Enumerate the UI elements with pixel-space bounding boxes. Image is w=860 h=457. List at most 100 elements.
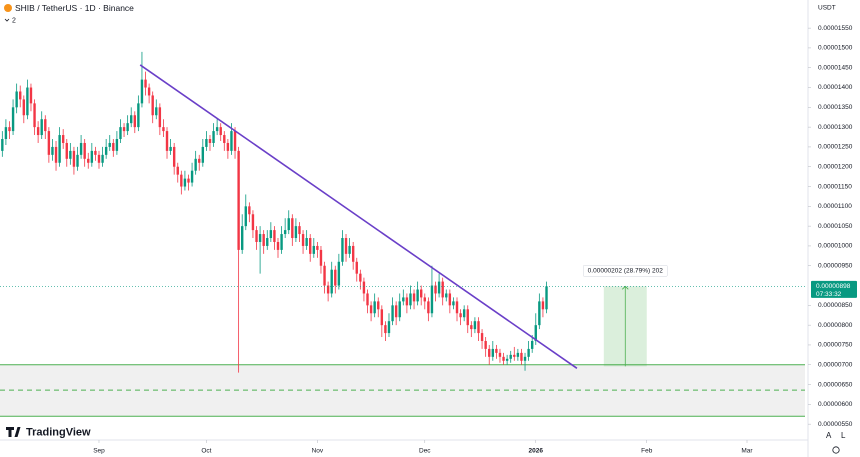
candle-body bbox=[115, 139, 119, 151]
measure-arrow-head bbox=[621, 285, 629, 290]
candle-body bbox=[516, 352, 520, 357]
candle-body bbox=[155, 107, 158, 116]
candle-body bbox=[520, 352, 523, 361]
candle-body bbox=[387, 321, 391, 334]
x-tick-label: 2026 bbox=[529, 448, 544, 455]
candle-body bbox=[541, 301, 545, 310]
candle-body bbox=[119, 127, 122, 140]
candle-body bbox=[412, 293, 416, 302]
candle-body bbox=[126, 123, 129, 132]
y-tick-label: 0.00001350 bbox=[818, 104, 853, 111]
symbol-title[interactable]: SHIB / TetherUS · 1D · Binance bbox=[15, 3, 134, 13]
candle-body bbox=[316, 245, 319, 250]
candle-body bbox=[380, 309, 384, 326]
y-tick-label: 0.00001550 bbox=[818, 25, 853, 32]
y-tick-label: 0.00000650 bbox=[818, 381, 853, 388]
candle-body bbox=[240, 226, 244, 250]
settings-button[interactable] bbox=[832, 446, 840, 454]
y-tick-label: 0.00000850 bbox=[818, 302, 853, 309]
last-price-tag bbox=[811, 280, 857, 298]
candle-body bbox=[434, 285, 437, 294]
candle-body bbox=[470, 325, 473, 330]
candle-body bbox=[251, 214, 255, 231]
candle-body bbox=[545, 286, 548, 310]
candle-body bbox=[248, 206, 251, 215]
y-tick-label: 0.00001500 bbox=[818, 45, 853, 52]
x-tick-label: Dec bbox=[419, 448, 431, 455]
candle-body bbox=[87, 158, 90, 163]
branding: TradingView bbox=[26, 426, 91, 438]
candle-body bbox=[527, 348, 530, 357]
indicator-count[interactable]: 2 bbox=[12, 17, 16, 24]
candle-body bbox=[266, 238, 269, 246]
currency-label[interactable]: USDT bbox=[818, 5, 836, 12]
y-tick-label: 0.00000750 bbox=[818, 342, 853, 349]
candle-body bbox=[309, 238, 312, 254]
candle-body bbox=[409, 293, 412, 306]
candle-body bbox=[423, 297, 426, 302]
candle-body bbox=[29, 87, 33, 104]
candle-body bbox=[180, 174, 183, 187]
candle-body bbox=[169, 146, 172, 151]
candle-body bbox=[441, 281, 444, 298]
candle-body bbox=[362, 281, 366, 294]
candle-body bbox=[144, 79, 147, 88]
indicator-toggle[interactable] bbox=[4, 18, 10, 22]
candle-body bbox=[122, 127, 126, 132]
x-tick-label: Oct bbox=[201, 448, 211, 455]
candle-body bbox=[4, 127, 8, 140]
candle-body bbox=[351, 245, 355, 262]
auto-scale-button[interactable]: A bbox=[826, 431, 832, 440]
candle-body bbox=[294, 226, 298, 239]
candle-body bbox=[108, 142, 111, 147]
candle-body bbox=[498, 352, 502, 357]
candle-body bbox=[276, 241, 280, 250]
y-tick-label: 0.00001400 bbox=[818, 84, 853, 91]
candle-body bbox=[437, 281, 441, 294]
candle-body bbox=[505, 358, 509, 361]
candle-body bbox=[391, 305, 394, 322]
y-tick-label: 0.00000950 bbox=[818, 262, 853, 269]
y-tick-label: 0.00001450 bbox=[818, 64, 853, 71]
log-scale-button[interactable]: L bbox=[841, 431, 846, 440]
candle-body bbox=[226, 142, 230, 151]
candle-body bbox=[502, 356, 505, 361]
y-tick-label: 0.00001100 bbox=[818, 203, 852, 210]
candle-body bbox=[287, 218, 290, 231]
candle-body bbox=[530, 340, 534, 349]
y-tick-label: 0.00001200 bbox=[818, 163, 853, 170]
candle-body bbox=[255, 230, 258, 242]
candle-body bbox=[326, 285, 330, 294]
candle-body bbox=[101, 154, 104, 163]
candle-body bbox=[491, 348, 495, 357]
candle-body bbox=[459, 313, 462, 318]
y-tick-label: 0.00000700 bbox=[818, 361, 853, 368]
candle-body bbox=[462, 309, 466, 318]
y-tick-label: 0.00001050 bbox=[818, 223, 853, 230]
candle-body bbox=[420, 289, 423, 298]
candle-body bbox=[334, 269, 337, 286]
candle-body bbox=[69, 150, 72, 159]
candle-body bbox=[280, 234, 283, 250]
candle-body bbox=[366, 293, 369, 306]
candle-body bbox=[394, 305, 398, 318]
candle-body bbox=[94, 150, 97, 155]
candle-body bbox=[445, 293, 448, 298]
candle-body bbox=[130, 115, 133, 124]
candle-body bbox=[273, 230, 276, 242]
candle-body bbox=[513, 354, 516, 357]
measure-label-box bbox=[583, 265, 668, 277]
candle-body bbox=[523, 356, 527, 361]
candle-body bbox=[244, 206, 247, 227]
candle-body bbox=[488, 348, 491, 357]
candle-body bbox=[201, 146, 205, 163]
candle-body bbox=[269, 230, 273, 239]
symbol-icon bbox=[4, 4, 12, 12]
countdown-label: 07:33:32 bbox=[816, 291, 842, 298]
candle-body bbox=[373, 301, 376, 314]
measure-label: 0.00000202 (28.79%) 202 bbox=[588, 268, 664, 275]
candle-body bbox=[359, 273, 362, 282]
candle-body bbox=[190, 170, 194, 183]
candle-body bbox=[15, 91, 18, 108]
